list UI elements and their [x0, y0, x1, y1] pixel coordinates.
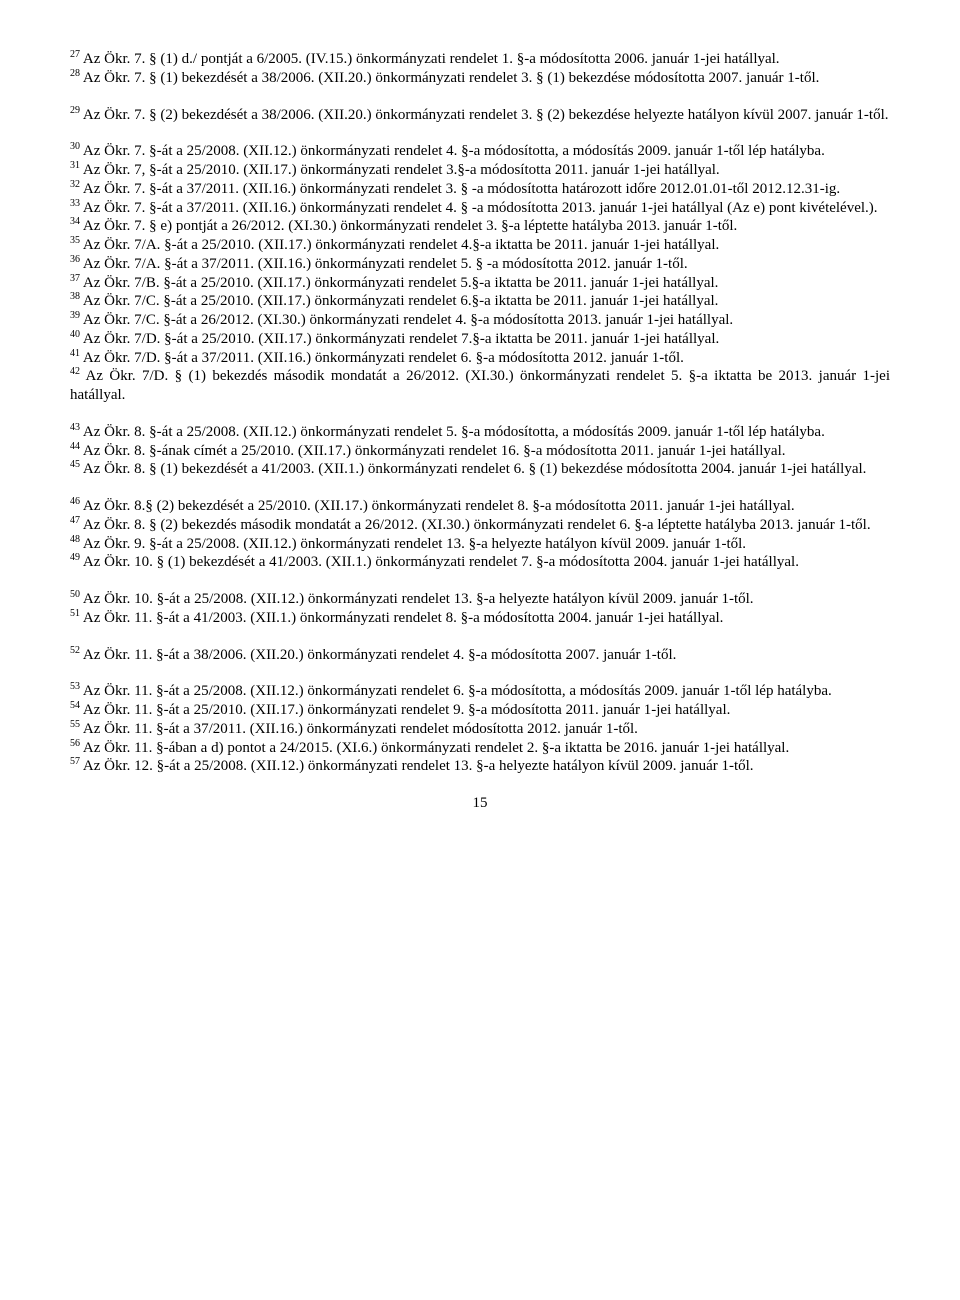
footnote-paragraph: 30 Az Ökr. 7. §-át a 25/2008. (XII.12.) … — [70, 142, 890, 405]
page-number: 15 — [70, 794, 890, 813]
document-body: 27 Az Ökr. 7. § (1) d./ pontját a 6/2005… — [70, 50, 890, 776]
footnote-paragraph: 46 Az Ökr. 8.§ (2) bekezdését a 25/2010.… — [70, 497, 890, 572]
footnote-paragraph: 53 Az Ökr. 11. §-át a 25/2008. (XII.12.)… — [70, 682, 890, 776]
footnote-paragraph: 52 Az Ökr. 11. §-át a 38/2006. (XII.20.)… — [70, 646, 890, 665]
footnote-paragraph: 27 Az Ökr. 7. § (1) d./ pontját a 6/2005… — [70, 50, 890, 88]
footnote-paragraph: 50 Az Ökr. 10. §-át a 25/2008. (XII.12.)… — [70, 590, 890, 628]
footnote-paragraph: 43 Az Ökr. 8. §-át a 25/2008. (XII.12.) … — [70, 423, 890, 479]
footnote-paragraph: 29 Az Ökr. 7. § (2) bekezdését a 38/2006… — [70, 106, 890, 125]
